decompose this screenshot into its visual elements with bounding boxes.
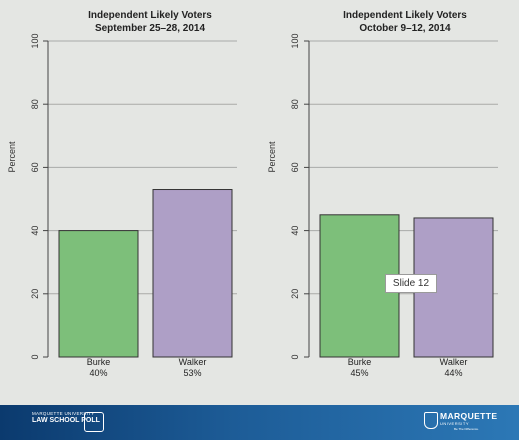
category-label: Burke bbox=[348, 357, 372, 367]
logo-tagline: Be The Difference. bbox=[454, 427, 479, 431]
y-tick-label: 60 bbox=[30, 162, 40, 172]
bar-walker bbox=[152, 189, 233, 358]
bar-burke bbox=[58, 230, 139, 358]
y-axis-label: Percent bbox=[7, 141, 17, 173]
chart-area: 0 20 40 60 80 100 Percent Independent Likely Vo… bbox=[7, 10, 498, 378]
logo-sub: UNIVERSITY bbox=[440, 421, 470, 426]
y-tick-label: 80 bbox=[290, 99, 300, 109]
chart-subtitle: October 9–12, 2014 bbox=[359, 23, 451, 34]
logo-big-text: LAW SCHOOL POLL bbox=[32, 416, 100, 424]
value-label: 53% bbox=[183, 368, 201, 378]
y-tick-label: 100 bbox=[30, 33, 40, 48]
category-label: Walker bbox=[179, 357, 207, 367]
category-label: Burke bbox=[87, 357, 111, 367]
y-tick-label: 60 bbox=[290, 162, 300, 172]
y-tick-label: 0 bbox=[30, 354, 40, 359]
y-tick-label: 100 bbox=[290, 33, 300, 48]
footer-bar: MARQUETTE UNIVERSITY LAW SCHOOL POLL MAR… bbox=[0, 405, 519, 440]
y-tick-label: 20 bbox=[30, 289, 40, 299]
value-label: 44% bbox=[444, 368, 462, 378]
y-tick-label: 80 bbox=[30, 99, 40, 109]
value-label: 45% bbox=[350, 368, 368, 378]
category-label: Walker bbox=[440, 357, 468, 367]
y-axis-label: Percent bbox=[267, 141, 277, 173]
shield-icon bbox=[424, 412, 438, 429]
logo-name: MARQUETTE bbox=[440, 411, 498, 421]
chart-title: Independent Likely Voters bbox=[88, 10, 212, 21]
y-tick-label: 40 bbox=[30, 226, 40, 236]
chart-subtitle: September 25–28, 2014 bbox=[95, 23, 206, 34]
logo-small-text: MARQUETTE UNIVERSITY bbox=[32, 411, 95, 416]
slide-tooltip: Slide 12 bbox=[385, 274, 437, 293]
y-tick-label: 0 bbox=[290, 354, 300, 359]
law-school-poll-logo: MARQUETTE UNIVERSITY LAW SCHOOL POLL bbox=[32, 411, 104, 432]
y-tick-label: 40 bbox=[290, 226, 300, 236]
chart-title: Independent Likely Voters bbox=[343, 10, 467, 21]
value-label: 40% bbox=[89, 368, 107, 378]
y-tick-label: 20 bbox=[290, 289, 300, 299]
seal-icon bbox=[84, 412, 104, 432]
